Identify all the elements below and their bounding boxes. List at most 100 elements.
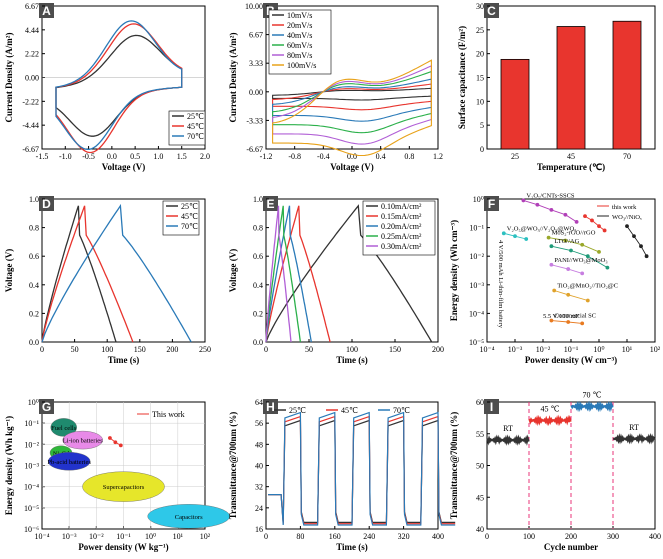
legend-entry: 40mV/s (287, 31, 312, 40)
panel-H: H 0 80 160 240 320 400 16 24 32 40 48 56 64 Time (s) Tr… (228, 398, 456, 552)
panel-label: E (266, 197, 274, 211)
legend-entry: 0.20mA/cm² (381, 222, 422, 231)
x-tick-label: 10⁻³ (62, 532, 77, 541)
y-tick-label: 0.6 (253, 252, 263, 261)
region-ellipse (47, 452, 91, 471)
data-point (566, 267, 571, 271)
x-tick-label: -0.4 (317, 152, 330, 161)
x-tick-label: 10⁻¹ (116, 532, 131, 541)
y-tick-label: 25 (476, 26, 484, 35)
series-label: V₂O₅/CNTs-SSCS (526, 192, 575, 199)
data-point (644, 254, 649, 259)
data-point (583, 214, 587, 219)
region-label: Supercapacitors (103, 484, 145, 491)
x-tick-label: 2.0 (200, 152, 210, 161)
x-tick-label: 50 (305, 345, 313, 354)
y-tick-label: 6.67 (249, 31, 263, 40)
y-tick-label: 0.4 (29, 281, 39, 290)
y-tick-label: 10⁻² (24, 440, 39, 449)
x-tick-label: -1.5 (36, 152, 49, 161)
x-tick-label: 10⁻⁴ (34, 532, 49, 541)
data-point (113, 440, 118, 445)
x-tick-label: 10¹ (622, 345, 633, 354)
y-tick-label: 10⁻³ (24, 462, 39, 471)
legend-entry: 20mV/s (287, 21, 312, 30)
x-tick-label: -1.2 (260, 152, 273, 161)
x-tick-label: 10⁻² (536, 345, 551, 354)
x-tick-label: 0 (264, 345, 268, 354)
y-tick-label: 20 (476, 50, 484, 59)
x-tick-label: 0.4 (376, 152, 386, 161)
annotation: 4 V/500 mAh Li-thin-film battery (497, 240, 504, 329)
bar (556, 26, 586, 150)
y-tick-label: 30 (476, 2, 484, 11)
y-tick-label: 5 (480, 121, 484, 130)
panel-G: G 10⁻⁴ 10⁻³ 10⁻² 10⁻¹ 10⁰ 10¹ 10² 10⁻⁶ 10⁻⁵ 10⁻⁴ 10… (4, 398, 230, 552)
panel-label-box (484, 3, 499, 18)
y-tick-label: 10⁻⁶ (24, 525, 39, 534)
y-tick-label: 0.0 (29, 338, 39, 347)
y-tick-label: 10⁰ (28, 398, 39, 407)
y-tick-label: 0.8 (253, 224, 263, 233)
panel-label-box (39, 196, 54, 211)
x-axis-label: Voltage (V) (330, 162, 373, 172)
x-tick-label: 80 (296, 532, 304, 541)
data-point (549, 262, 554, 267)
y-tick-label: 10⁰ (473, 195, 484, 204)
switching-curve (268, 411, 456, 526)
y-tick-label: 16 (255, 525, 263, 534)
series-label: LTO//AG (554, 238, 579, 245)
legend-entry: 10mV/s (287, 11, 312, 20)
segment-label: RT (629, 423, 639, 432)
series-label: Commercial SC (554, 313, 596, 320)
y-tick-label: 50 (476, 462, 484, 471)
x-tick-label: 100 (101, 345, 113, 354)
region-ellipse (82, 471, 165, 502)
data-point (549, 318, 554, 323)
x-tick-label: 45 (567, 152, 575, 161)
y-tick-label: 64 (255, 398, 263, 407)
y-tick-label: 24 (255, 504, 263, 513)
x-tick-label: 0.0 (347, 152, 357, 161)
panel-label-box (484, 399, 499, 414)
legend-entry: 25℃ (181, 202, 198, 211)
panel-A: A -1.5 -1.0 -0.5 0.0 0.5 1.0 1.5 2.0 -6.67 -4.44 -2… (4, 2, 210, 172)
legend-entry: 45℃ (187, 122, 204, 131)
region-ellipse (62, 430, 103, 450)
plot-frame (486, 198, 656, 343)
panel-label-box (484, 196, 499, 211)
x-tick-label: 10¹ (173, 532, 184, 541)
y-tick-label: 45 (476, 493, 484, 502)
data-point (597, 250, 601, 254)
legend-entry: 70℃ (181, 222, 198, 231)
x-tick-label: -0.5 (82, 152, 95, 161)
data-point (521, 198, 526, 203)
y-tick-label: 0 (480, 145, 484, 154)
data-point (602, 228, 607, 233)
x-tick-label: 240 (363, 532, 375, 541)
gcd-curve (265, 205, 312, 343)
x-tick-label: 10² (200, 532, 211, 541)
x-tick-label: 300 (607, 532, 619, 541)
legend-entry: 0.10mA/cm² (381, 202, 422, 211)
y-axis-label: Energy density (Wh cm⁻³) (449, 220, 459, 321)
gcd-curve (41, 205, 134, 343)
y-tick-label: 0.2 (253, 309, 263, 318)
x-tick-label: 50 (71, 345, 79, 354)
y-tick-label: 15 (476, 74, 484, 83)
panel-E: E 0 50 100 150 200 0.0 0.2 0.4 0.6 0.8 1.0 Time (s) V… (228, 195, 444, 365)
x-tick-label: 200 (565, 532, 577, 541)
panel-label-box (39, 399, 54, 414)
data-point (625, 224, 629, 229)
region-label: Capacitors (175, 514, 203, 521)
y-tick-label: 56 (255, 419, 263, 428)
x-tick-label: 10⁻³ (508, 345, 523, 354)
gcd-curve (265, 205, 331, 343)
series-label: TiO₂@MnO₂//TiO₂@C (557, 283, 618, 290)
data-point (566, 320, 571, 324)
gcd-curve (265, 205, 292, 343)
y-tick-label: 4.44 (25, 26, 39, 35)
x-tick-label: 400 (432, 532, 444, 541)
cycle-trace (528, 414, 572, 427)
x-tick-label: 10⁰ (145, 532, 156, 541)
